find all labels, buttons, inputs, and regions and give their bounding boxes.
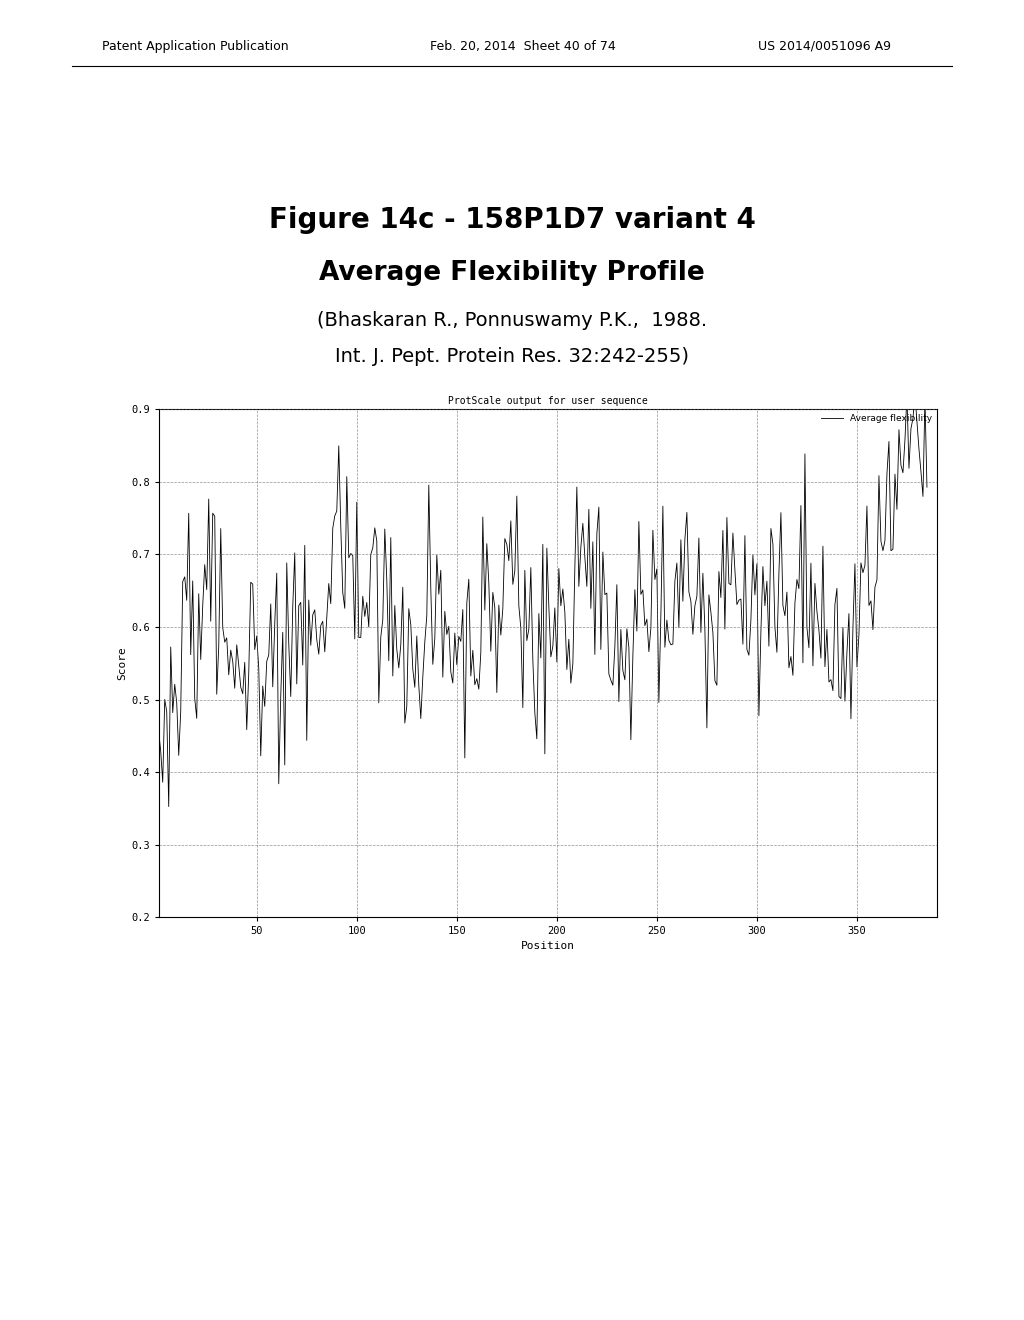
Text: Patent Application Publication: Patent Application Publication [102, 40, 289, 53]
Average flexibility [689, 598, 701, 614]
Title: ProtScale output for user sequence: ProtScale output for user sequence [447, 396, 648, 405]
Average flexibility [222, 667, 234, 682]
Text: Int. J. Pept. Protein Res. 32:242-255): Int. J. Pept. Protein Res. 32:242-255) [335, 347, 689, 366]
Legend: Average flexibility: Average flexibility [820, 413, 933, 422]
Average flexibility [153, 725, 165, 741]
X-axis label: Position: Position [521, 941, 574, 950]
Average flexibility [561, 661, 573, 677]
Average flexibility [471, 671, 483, 686]
Average flexibility [665, 636, 677, 652]
Average flexibility [163, 799, 175, 814]
Average flexibility [173, 747, 185, 763]
Average flexibility [921, 479, 933, 495]
Text: Feb. 20, 2014  Sheet 40 of 74: Feb. 20, 2014 Sheet 40 of 74 [430, 40, 615, 53]
Text: (Bhaskaran R., Ponnuswamy P.K.,  1988.: (Bhaskaran R., Ponnuswamy P.K., 1988. [317, 312, 707, 330]
Text: Figure 14c - 158P1D7 variant 4: Figure 14c - 158P1D7 variant 4 [268, 206, 756, 235]
Line: Average flexibility: Average flexibility [159, 395, 927, 807]
Average flexibility [901, 387, 913, 403]
Y-axis label: Score: Score [117, 647, 127, 680]
Text: US 2014/0051096 A9: US 2014/0051096 A9 [758, 40, 891, 53]
Text: Average Flexibility Profile: Average Flexibility Profile [319, 260, 705, 286]
